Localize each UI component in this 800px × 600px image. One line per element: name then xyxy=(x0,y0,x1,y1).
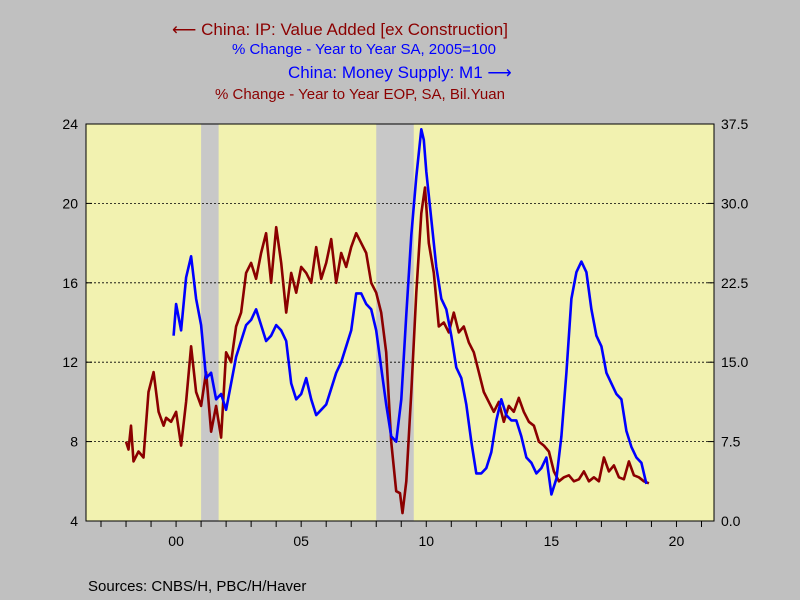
legend-ip-title-text: China: IP: Value Added [ex Construction] xyxy=(201,20,508,39)
x-tick-label: 00 xyxy=(168,533,184,549)
left-tick-label: 12 xyxy=(62,354,78,370)
legend-m1-title-text: China: Money Supply: M1 xyxy=(288,63,483,82)
left-tick-label: 16 xyxy=(62,275,78,291)
legend-m1-subtitle: % Change - Year to Year EOP, SA, Bil.Yua… xyxy=(215,86,505,103)
x-tick-label: 05 xyxy=(293,533,309,549)
x-tick-label: 10 xyxy=(418,533,434,549)
legend-ip-title: ⟵ China: IP: Value Added [ex Constructio… xyxy=(172,20,508,40)
right-tick-label: 30.0 xyxy=(721,195,748,211)
left-tick-label: 24 xyxy=(62,116,78,132)
right-tick-label: 22.5 xyxy=(721,275,748,291)
left-tick-label: 8 xyxy=(70,434,78,450)
left-arrow-icon: ⟵ xyxy=(172,20,197,39)
right-tick-label: 0.0 xyxy=(721,513,741,529)
left-tick-label: 4 xyxy=(70,513,78,529)
x-tick-label: 20 xyxy=(669,533,685,549)
legend-ip-subtitle: % Change - Year to Year SA, 2005=100 xyxy=(232,41,496,58)
series-line-m1 xyxy=(172,128,648,496)
legend-m1-title: China: Money Supply: M1 ⟶ xyxy=(288,63,512,83)
right-arrow-icon: ⟶ xyxy=(487,63,512,82)
recession-band-1 xyxy=(201,124,219,521)
right-tick-label: 15.0 xyxy=(721,354,748,370)
x-tick-label: 15 xyxy=(544,533,560,549)
right-tick-label: 7.5 xyxy=(721,434,741,450)
left-tick-label: 20 xyxy=(62,195,78,211)
sources-note: Sources: CNBS/H, PBC/H/Haver xyxy=(88,578,307,595)
right-tick-label: 37.5 xyxy=(721,116,748,132)
